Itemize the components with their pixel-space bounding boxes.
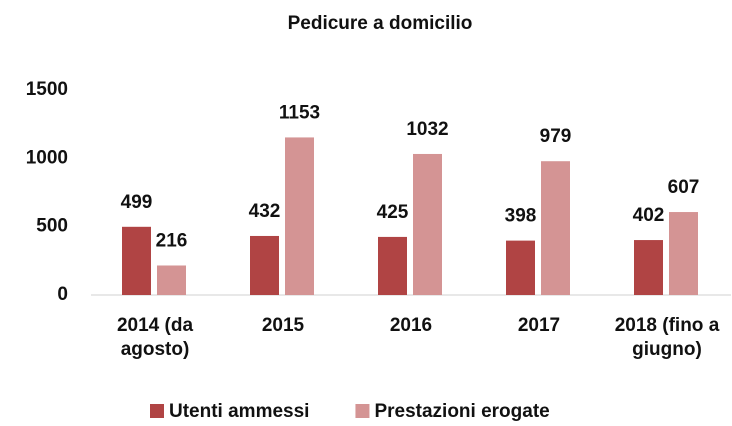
bar <box>250 235 279 295</box>
bar <box>541 161 570 295</box>
bar <box>285 137 314 295</box>
value-label: 607 <box>668 177 700 198</box>
legend-swatch <box>150 404 164 418</box>
bar <box>157 265 186 295</box>
value-label: 1032 <box>406 119 448 140</box>
x-tick-label: 2015 <box>261 315 305 336</box>
x-tick-label: 2017 <box>517 315 561 336</box>
y-tick-label: 1000 <box>26 147 68 168</box>
legend-swatch <box>355 404 370 418</box>
y-tick-label: 0 <box>57 284 68 305</box>
value-label: 499 <box>121 192 153 213</box>
x-tick-label: 2014 (da agosto) <box>116 315 194 360</box>
value-label: 425 <box>377 202 409 223</box>
bar <box>122 226 151 295</box>
legend-label: Prestazioni erogate <box>374 401 549 422</box>
value-label: 216 <box>156 230 188 251</box>
x-tick-label: 2018 (fino a giugno) <box>614 315 720 360</box>
bar <box>506 240 535 295</box>
x-tick-label: 2016 <box>389 315 433 336</box>
value-label: 402 <box>633 205 665 226</box>
y-tick-label: 1500 <box>26 79 68 100</box>
legend-label: Utenti ammessi <box>169 401 309 422</box>
value-label: 1153 <box>279 102 320 123</box>
y-tick-label: 500 <box>36 216 68 237</box>
bar <box>634 240 663 295</box>
bar <box>413 153 442 295</box>
value-label: 979 <box>540 126 572 147</box>
value-label: 398 <box>505 206 537 227</box>
value-label: 432 <box>249 201 281 222</box>
bar <box>378 236 407 295</box>
chart-title: Pedicure a domicilio <box>288 13 473 34</box>
bar <box>669 212 698 295</box>
